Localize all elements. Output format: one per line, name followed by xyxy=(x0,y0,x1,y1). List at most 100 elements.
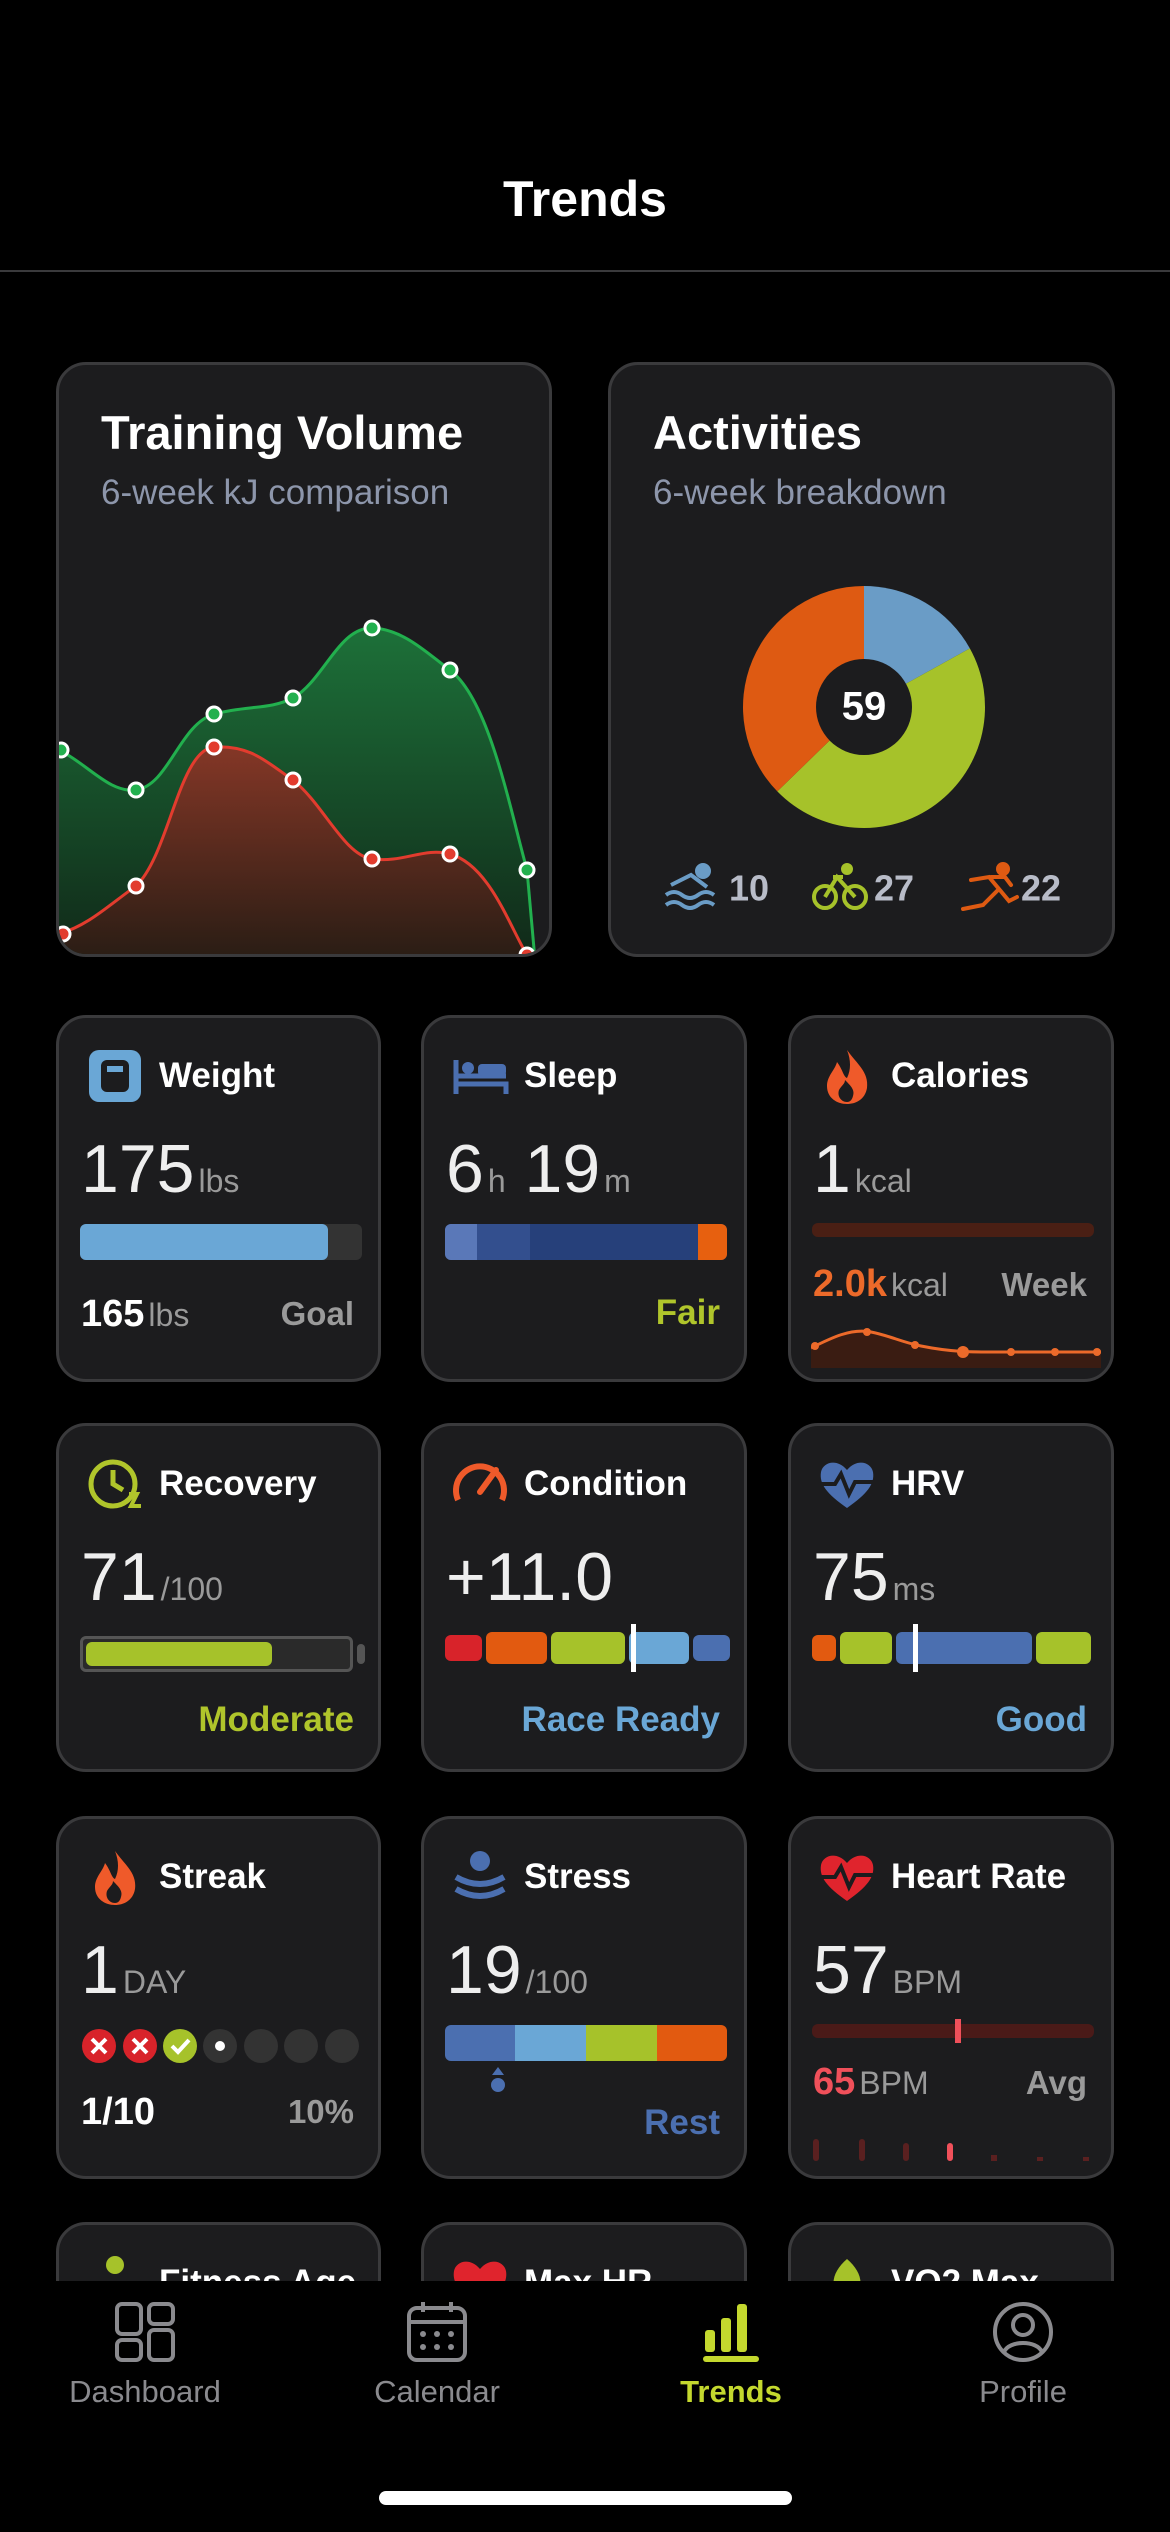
value: 75 xyxy=(813,1539,889,1615)
zone xyxy=(551,1632,625,1664)
tab-bar xyxy=(0,2281,1170,2532)
recovery-card[interactable]: Recovery 71/100 Moderate xyxy=(56,1423,381,1772)
graphic xyxy=(147,2302,175,2326)
value: 165 xyxy=(81,1293,145,1335)
dashboard-icon xyxy=(115,2302,175,2362)
streak-card[interactable]: Streak 1 DAY 1/10 10% xyxy=(56,1816,381,2179)
hrv-card[interactable]: HRV 75 ms Good xyxy=(788,1423,1114,1772)
volume-chart xyxy=(59,619,536,954)
metric-title: Recovery xyxy=(159,1464,317,1503)
graphic xyxy=(863,1328,871,1336)
run-icon xyxy=(961,862,1019,911)
graphic xyxy=(1083,2157,1089,2161)
bike-count: 27 xyxy=(874,868,914,909)
calories-sparkline xyxy=(811,1328,1101,1368)
graphic xyxy=(131,2037,149,2055)
graphic xyxy=(448,2331,454,2337)
stress-card[interactable]: Stress 19/100 Rest xyxy=(421,1816,747,2179)
graphic xyxy=(106,2256,124,2274)
graphic xyxy=(827,1050,868,1104)
marker xyxy=(491,2067,505,2092)
unit: BPM xyxy=(859,2065,929,2101)
metric-value: 57 BPM xyxy=(813,1931,962,2009)
graphic xyxy=(106,1881,122,1903)
trends-icon xyxy=(703,2304,759,2362)
marker xyxy=(631,1624,636,1672)
graphic xyxy=(441,845,459,863)
red-area xyxy=(59,746,527,954)
value: +11.0 xyxy=(446,1539,614,1615)
metric-value: 75 ms xyxy=(813,1538,935,1616)
graphic xyxy=(821,1862,873,1892)
graphic xyxy=(823,873,857,899)
graphic xyxy=(518,861,536,879)
tab-dashboard[interactable]: Dashboard xyxy=(35,2300,255,2410)
tab-trends[interactable]: Trends xyxy=(621,2300,841,2410)
metric-title: Calories xyxy=(891,1056,1030,1095)
unit: lbs xyxy=(198,1163,240,1199)
graphic xyxy=(903,2143,909,2161)
value: 19 xyxy=(446,1932,522,2008)
value: 1 xyxy=(813,1131,851,1207)
graphic xyxy=(811,1342,819,1350)
zone xyxy=(693,1635,730,1661)
training-volume-card[interactable]: Training Volume 6-week kJ comparison xyxy=(56,362,552,957)
graphic xyxy=(813,2139,819,2161)
zone xyxy=(445,2025,515,2061)
marker xyxy=(913,1624,918,1672)
graphic xyxy=(110,1470,125,1493)
graphic xyxy=(115,2302,175,2362)
graphic xyxy=(453,1463,507,1502)
graphic xyxy=(205,738,223,756)
green-points xyxy=(59,619,536,879)
tab-calendar[interactable]: Calendar xyxy=(327,2300,547,2410)
graphic xyxy=(670,872,709,889)
hours: 6 xyxy=(446,1131,484,1207)
hr-bars xyxy=(813,2139,1089,2161)
donut-hole xyxy=(816,659,912,755)
stage xyxy=(477,1224,530,1260)
activities-card[interactable]: Activities 6-week breakdown 59 10 27 22 xyxy=(608,362,1115,957)
calories-card[interactable]: Calories 1 kcal 2.0k kcal Week xyxy=(788,1015,1114,1382)
card-title: Activities xyxy=(653,406,862,459)
graphic xyxy=(821,1469,873,1499)
run-count: 22 xyxy=(1021,868,1061,909)
metric-status: Fair xyxy=(655,1293,720,1332)
metric-title: Stress xyxy=(524,1857,632,1896)
heart-rate-card[interactable]: Heart Rate 57 BPM 65 BPM Avg xyxy=(788,1816,1114,2179)
graphic xyxy=(205,705,223,723)
metric-value: 19/100 xyxy=(446,1931,588,2009)
graphic xyxy=(363,619,381,637)
condition-icon xyxy=(453,1463,507,1502)
streak-icon xyxy=(95,1851,136,1905)
graphic xyxy=(1002,2341,1044,2354)
tab-profile[interactable]: Profile xyxy=(913,2300,1133,2410)
graphic xyxy=(842,884,868,910)
graphic xyxy=(434,2331,440,2337)
weight-card[interactable]: Weight 175 lbs 165 lbs Goal xyxy=(56,1015,381,1382)
heart-icon xyxy=(820,1855,874,1901)
card-title: Training Volume xyxy=(101,406,464,459)
graphic xyxy=(695,863,711,879)
graphic xyxy=(1007,1348,1015,1356)
unit: m xyxy=(604,1163,631,1199)
tab-label: Profile xyxy=(979,2374,1067,2409)
red-points xyxy=(59,738,536,954)
divider xyxy=(0,270,1170,272)
graphic xyxy=(721,2318,731,2352)
value: 2.0k xyxy=(813,1263,887,1305)
condition-card[interactable]: Condition +11.0 Race Ready xyxy=(421,1423,747,1772)
graphic xyxy=(163,2029,197,2063)
metric-value: 71/100 xyxy=(81,1538,223,1616)
goal-value: 165 lbs xyxy=(81,1293,189,1336)
donut-slice xyxy=(743,586,864,792)
zone xyxy=(445,1635,482,1661)
graphic xyxy=(1037,2157,1043,2161)
zone xyxy=(812,1635,836,1661)
marker xyxy=(955,2019,961,2043)
graphic xyxy=(284,771,302,789)
swim-icon xyxy=(664,863,716,910)
